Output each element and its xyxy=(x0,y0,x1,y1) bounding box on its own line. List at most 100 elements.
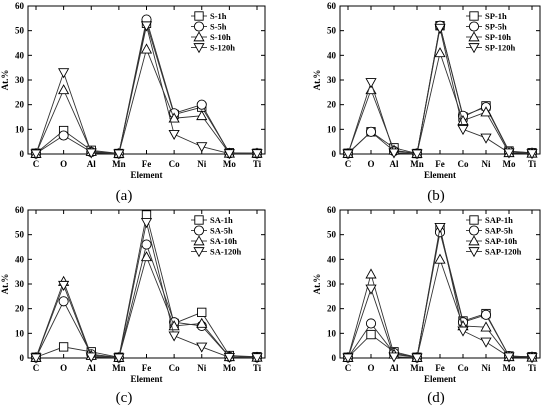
legend-label: S-1h xyxy=(210,11,227,21)
data-point-SP-120h xyxy=(434,23,446,34)
y-tick-label: 20 xyxy=(327,304,337,314)
data-point-S-10h xyxy=(140,43,153,54)
chart-panel-c: 0 10 20 30 40 50 60 C O Al Mn Fe Co Ni Mo Ti Element At.%… xyxy=(0,205,266,406)
x-tick-label: Mn xyxy=(410,363,424,373)
y-tick-label: 40 xyxy=(15,254,25,264)
data-point-SAP-5h xyxy=(480,309,492,320)
legend-label: SAP-1h xyxy=(485,215,513,225)
data-point-SP-120h xyxy=(388,148,400,159)
data-point-SA-120h xyxy=(140,218,153,229)
panel-label: (d) xyxy=(427,390,445,406)
x-tick-label: C xyxy=(33,363,40,373)
x-axis-title: Element xyxy=(131,170,163,180)
y-tick-label: 0 xyxy=(20,353,25,363)
legend-label: S-5h xyxy=(210,22,227,32)
panel-label: (c) xyxy=(116,390,133,406)
y-axis-title: At.% xyxy=(312,274,322,295)
x-tick-label: Fe xyxy=(142,159,152,169)
x-tick-label: Fe xyxy=(435,159,445,169)
y-tick-label: 50 xyxy=(327,26,337,36)
y-tick-label: 30 xyxy=(327,75,337,85)
x-axis-title: Element xyxy=(424,374,456,384)
y-tick-label: 40 xyxy=(327,254,337,264)
y-tick-label: 0 xyxy=(332,353,337,363)
data-point-S-120h xyxy=(140,21,153,32)
data-point-SP-120h xyxy=(411,149,423,160)
data-point-SP-10h xyxy=(480,106,492,117)
y-tick-label: 10 xyxy=(15,124,25,134)
x-tick-label: O xyxy=(367,363,374,373)
data-point-S-120h xyxy=(113,149,125,160)
x-tick-label: Fe xyxy=(435,363,445,373)
y-tick-label: 60 xyxy=(15,205,25,215)
legend-marker-S-120h xyxy=(193,43,205,54)
x-tick-label: Al xyxy=(390,159,399,169)
data-point-SAP-120h xyxy=(480,337,492,348)
series-line-SA-5h xyxy=(35,242,258,358)
x-tick-label: Ti xyxy=(253,159,262,169)
x-tick-label: C xyxy=(33,159,40,169)
legend-marker-SP-10h xyxy=(468,31,480,42)
y-tick-label: 30 xyxy=(15,279,25,289)
x-tick-label: Fe xyxy=(142,363,152,373)
x-tick-label: Ni xyxy=(197,159,206,169)
legend-label: SP-120h xyxy=(485,43,516,53)
series-line-SAP-10h xyxy=(347,257,533,359)
data-point-S-120h xyxy=(168,129,180,141)
legend-label: SA-120h xyxy=(210,247,241,257)
data-point-SAP-120h xyxy=(526,353,538,364)
y-tick-label: 30 xyxy=(15,75,25,85)
x-tick-label: Mo xyxy=(223,159,236,169)
data-point-SA-10h xyxy=(140,251,153,262)
data-point-S-5h xyxy=(58,130,69,141)
legend-marker-S-5h xyxy=(193,21,205,32)
data-point-SP-5h xyxy=(365,126,377,137)
x-tick-label: Al xyxy=(87,363,96,373)
legend-marker-SP-5h xyxy=(468,21,480,32)
x-tick-label: Ni xyxy=(197,363,206,373)
x-tick-label: C xyxy=(345,159,352,169)
data-point-SA-120h xyxy=(251,353,263,364)
y-tick-label: 40 xyxy=(15,50,25,60)
y-tick-label: 50 xyxy=(15,26,25,36)
x-tick-label: Mo xyxy=(223,363,236,373)
y-tick-label: 50 xyxy=(327,230,337,240)
data-point-SA-120h xyxy=(168,331,180,342)
data-point-S-10h xyxy=(58,84,70,95)
legend-label: SA-10h xyxy=(210,236,237,246)
x-tick-label: Co xyxy=(458,159,469,169)
data-point-SA-120h xyxy=(30,353,42,364)
data-point-S-120h xyxy=(251,149,263,160)
legend-label: SA-5h xyxy=(210,226,233,236)
legend-label: SP-10h xyxy=(485,32,511,42)
data-point-SP-10h xyxy=(434,47,446,58)
data-point-S-120h xyxy=(30,149,42,160)
y-tick-label: 20 xyxy=(15,100,25,110)
x-tick-label: Mn xyxy=(112,159,126,169)
data-point-SA-120h xyxy=(196,342,208,353)
data-point-SA-1h xyxy=(58,342,69,352)
data-point-SAP-120h xyxy=(503,352,515,363)
data-point-SA-120h xyxy=(58,280,70,291)
x-tick-label: Al xyxy=(87,159,96,169)
x-tick-label: Co xyxy=(169,363,180,373)
legend-label: SP-5h xyxy=(485,22,507,32)
data-point-SAP-1h xyxy=(366,329,376,340)
data-point-SP-120h xyxy=(457,125,469,136)
data-point-SA-5h xyxy=(141,239,152,250)
legend-marker-SA-10h xyxy=(193,235,205,246)
x-axis-title: Element xyxy=(131,374,163,384)
data-point-SAP-120h xyxy=(434,222,446,234)
y-axis-title: At.% xyxy=(0,70,10,91)
series-line-S-10h xyxy=(35,47,257,154)
data-point-SAP-120h xyxy=(342,353,354,364)
data-point-S-120h xyxy=(85,148,97,159)
legend-marker-SA-1h xyxy=(194,215,204,225)
y-tick-label: 20 xyxy=(15,304,25,314)
x-tick-label: Co xyxy=(169,159,180,169)
data-point-SP-120h xyxy=(342,149,354,160)
x-tick-label: Mn xyxy=(410,159,424,169)
data-point-SAP-120h xyxy=(411,353,423,364)
y-tick-label: 60 xyxy=(327,205,337,215)
